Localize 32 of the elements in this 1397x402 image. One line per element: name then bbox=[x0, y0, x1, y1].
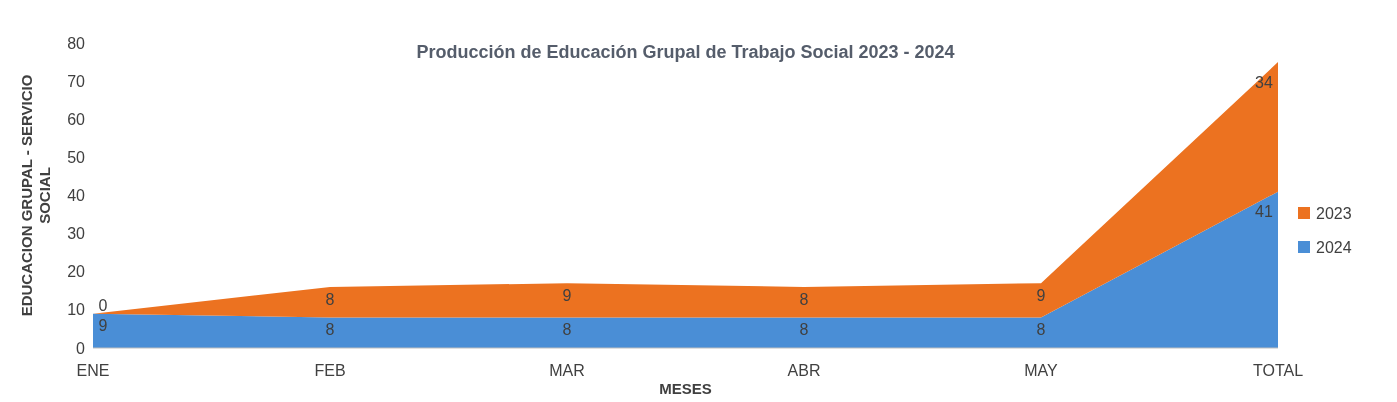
data-label: 0 bbox=[98, 297, 108, 315]
y-tick-label: 70 bbox=[67, 72, 86, 90]
data-label: 9 bbox=[98, 317, 108, 335]
data-label: 8 bbox=[799, 321, 809, 339]
x-tick-label: FEB bbox=[314, 362, 346, 379]
data-label: 8 bbox=[799, 290, 809, 308]
y-tick-label: 40 bbox=[67, 187, 86, 205]
y-tick-label: 30 bbox=[67, 225, 86, 243]
legend-label: 2023 bbox=[1316, 204, 1352, 222]
y-tick-label: 0 bbox=[76, 339, 86, 357]
data-label: 34 bbox=[1255, 73, 1273, 91]
y-tick-label: 80 bbox=[67, 34, 86, 52]
x-axis-title: MESES bbox=[659, 380, 712, 397]
x-tick-label: TOTAL bbox=[1252, 362, 1304, 379]
y-tick-label: 20 bbox=[67, 263, 86, 281]
data-label: 9 bbox=[1036, 286, 1046, 304]
data-label: 8 bbox=[325, 290, 335, 308]
x-tick-label: MAR bbox=[549, 362, 585, 379]
x-tick-label: ABR bbox=[787, 362, 821, 379]
x-tick-label: MAY bbox=[1024, 362, 1059, 379]
y-axis-title: EDUCACION GRUPAL - SERVICIO SOCIAL bbox=[18, 74, 53, 317]
data-label: 8 bbox=[562, 321, 572, 339]
x-tick-label: ENE bbox=[76, 362, 110, 379]
data-label: 41 bbox=[1255, 203, 1273, 221]
data-label: 8 bbox=[1036, 321, 1046, 339]
data-label: 8 bbox=[325, 321, 335, 339]
legend-label: 2024 bbox=[1316, 238, 1352, 256]
y-tick-label: 50 bbox=[67, 148, 86, 166]
y-tick-label: 10 bbox=[67, 301, 86, 319]
data-label: 9 bbox=[562, 286, 572, 304]
chart-title: Producción de Educación Grupal de Trabajo Social 2023 - 2024 bbox=[416, 42, 955, 62]
y-tick-label: 60 bbox=[67, 110, 86, 128]
